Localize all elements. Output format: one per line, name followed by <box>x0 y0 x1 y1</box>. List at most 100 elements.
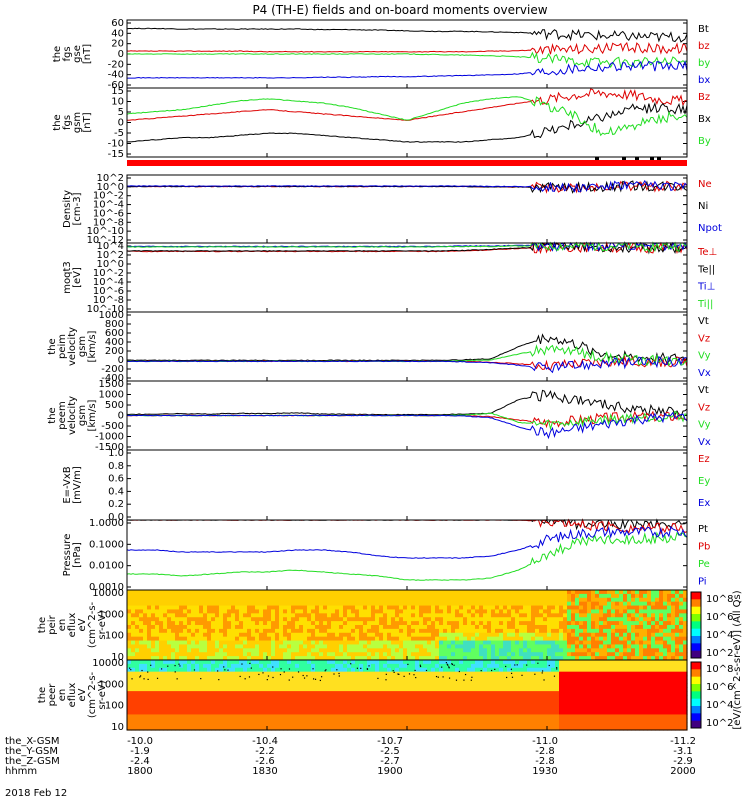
heatmap-cell <box>547 695 552 700</box>
heatmap-cell <box>363 667 368 673</box>
heatmap-cell <box>327 702 332 708</box>
heatmap-cell <box>359 687 364 692</box>
heatmap-cell <box>603 593 608 599</box>
heatmap-cell <box>415 679 420 684</box>
heatmap-cell <box>639 590 644 595</box>
heatmap-cell <box>155 632 160 638</box>
heatmap-cell <box>503 644 508 649</box>
heatmap-cell <box>679 613 684 618</box>
heatmap-cell <box>351 605 356 611</box>
heatmap-cell <box>531 679 536 684</box>
heatmap-cell <box>387 605 392 611</box>
heatmap-cell <box>267 671 272 677</box>
y-tick-label: 100 <box>105 631 124 642</box>
heatmap-cell <box>495 590 500 595</box>
heatmap-cell <box>591 656 596 661</box>
heatmap-cell <box>427 691 432 696</box>
heatmap-cell <box>455 640 460 646</box>
heatmap-cell <box>339 605 344 611</box>
heatmap-cell <box>371 710 376 716</box>
heatmap-cell <box>375 710 380 716</box>
heatmap-cell <box>571 652 576 657</box>
heatmap-cell <box>471 632 476 638</box>
heatmap-cell <box>411 656 416 661</box>
heatmap-cell <box>519 687 524 692</box>
heatmap-cell <box>591 593 596 599</box>
heatmap-cell <box>511 644 516 649</box>
heatmap-cell <box>459 706 464 712</box>
heatmap-cell <box>643 656 648 661</box>
heatmap-cell <box>243 628 248 634</box>
heatmap-cell <box>147 675 152 681</box>
heatmap-cell <box>347 628 352 634</box>
heatmap-cell <box>279 706 284 712</box>
heatmap-cell <box>251 628 256 634</box>
heatmap-cell <box>519 636 524 642</box>
heatmap-cell <box>399 722 404 727</box>
heatmap-cell <box>143 590 148 595</box>
heatmap-cell <box>191 590 196 595</box>
heatmap-cell <box>679 601 684 607</box>
heatmap-cell <box>567 663 572 669</box>
heatmap-cell <box>347 636 352 642</box>
heatmap-cell <box>651 617 656 622</box>
heatmap-cell <box>367 698 372 704</box>
heatmap-cell <box>667 593 672 599</box>
heatmap-cell <box>563 597 568 603</box>
heatmap-cell <box>299 656 304 661</box>
heatmap-cell <box>547 613 552 618</box>
heatmap-cell <box>439 590 444 595</box>
heatmap-cell <box>515 702 520 708</box>
heatmap-cell <box>159 605 164 611</box>
heatmap-cell <box>423 718 428 723</box>
heatmap-cell <box>679 648 684 653</box>
heatmap-cell <box>451 660 456 665</box>
heatmap-cell <box>315 714 320 719</box>
heatmap-cell <box>223 601 228 607</box>
heatmap-cell <box>431 675 436 681</box>
heatmap-cell <box>355 601 360 607</box>
heatmap-cell <box>431 718 436 723</box>
heatmap-cell <box>219 687 224 692</box>
heatmap-cell <box>295 644 300 649</box>
heatmap-cell <box>551 590 556 595</box>
heatmap-cell <box>331 698 336 704</box>
heatmap-cell <box>419 714 424 719</box>
heatmap-cell <box>551 597 556 603</box>
heatmap-cell <box>279 644 284 649</box>
heatmap-cell <box>187 667 192 673</box>
heatmap-cell <box>451 640 456 646</box>
heatmap-cell <box>655 640 660 646</box>
heatmap-cell <box>311 652 316 657</box>
heatmap-cell <box>131 698 136 704</box>
heatmap-cell <box>367 691 372 696</box>
heatmap-cell <box>283 593 288 599</box>
heatmap-cell <box>199 593 204 599</box>
heatmap-cell <box>459 640 464 646</box>
heatmap-cell <box>283 698 288 704</box>
heatmap-cell <box>619 601 624 607</box>
heatmap-cell <box>431 652 436 657</box>
heatmap-cell <box>419 652 424 657</box>
heatmap-cell <box>347 632 352 638</box>
heatmap-cell <box>131 648 136 653</box>
heatmap-cell <box>383 722 388 727</box>
heatmap-cell <box>507 617 512 622</box>
heatmap-cell <box>243 683 248 688</box>
heatmap-cell <box>355 663 360 669</box>
heatmap-cell <box>383 718 388 723</box>
heatmap-cell <box>583 621 588 626</box>
heatmap-cell <box>643 636 648 642</box>
y-axis-label: fgs <box>62 46 73 61</box>
heatmap-cell <box>383 687 388 692</box>
heatmap-cell <box>511 671 516 677</box>
heatmap-cell <box>323 718 328 723</box>
heatmap-cell <box>571 660 576 665</box>
heatmap-cell <box>203 671 208 677</box>
heatmap-cell <box>215 698 220 704</box>
heatmap-cell <box>407 718 412 723</box>
heatmap-cell <box>131 702 136 708</box>
heatmap-cell <box>315 625 320 630</box>
heatmap-cell <box>583 718 588 723</box>
heatmap-cell <box>195 722 200 727</box>
